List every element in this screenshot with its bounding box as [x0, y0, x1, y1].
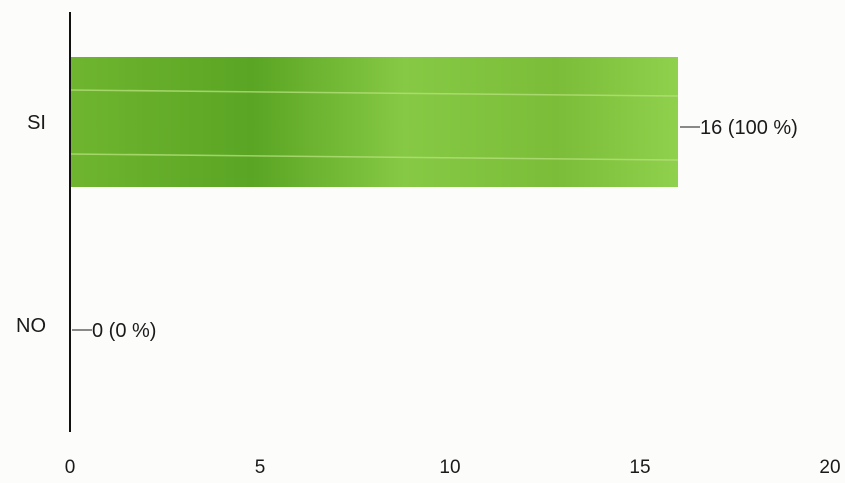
data-label-no: 0 (0 %): [92, 320, 156, 342]
x-tick-label-5: 5: [255, 457, 266, 478]
x-axis-ticks: 0 5 10 15 20: [65, 457, 841, 478]
bars-layer: [69, 57, 679, 187]
category-label-si: SI: [27, 112, 46, 134]
bar-highlight-stripe: [69, 89, 679, 97]
labels-layer: SI 16 (100 %) NO 0 (0 %): [16, 112, 798, 342]
data-label-si: 16 (100 %): [700, 117, 798, 139]
bar-si: [70, 57, 678, 187]
x-tick-label-20: 20: [819, 457, 840, 478]
bar-highlight-stripe: [69, 153, 679, 161]
x-tick-label-15: 15: [629, 457, 650, 478]
x-tick-label-10: 10: [439, 457, 460, 478]
category-label-no: NO: [16, 315, 46, 337]
x-tick-label-0: 0: [65, 457, 76, 478]
